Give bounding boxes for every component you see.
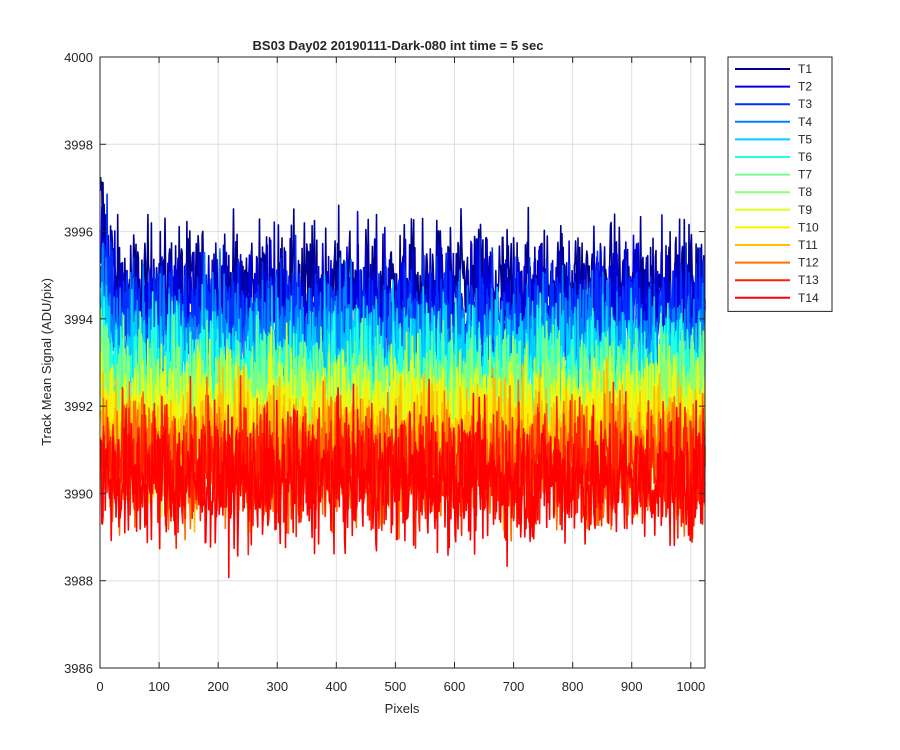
series-line-t14: [99, 383, 706, 579]
plot-area: [99, 176, 706, 579]
x-tick-label: 700: [503, 679, 525, 694]
legend-label-t13: T13: [798, 273, 819, 287]
legend-label-t2: T2: [798, 80, 812, 94]
x-tick-label: 600: [444, 679, 466, 694]
axes-box: [99, 56, 706, 669]
legend-label-t7: T7: [798, 168, 812, 182]
x-tick-label: 900: [621, 679, 643, 694]
x-tick-label: 800: [562, 679, 584, 694]
x-tick-label: 0: [96, 679, 103, 694]
legend-label-t4: T4: [798, 115, 812, 129]
x-tick-label: 100: [148, 679, 170, 694]
x-axis-label: Pixels: [385, 701, 420, 716]
legend-label-t3: T3: [798, 97, 812, 111]
y-tick-label: 3990: [64, 486, 93, 501]
legend-label-t11: T11: [798, 238, 818, 252]
legend-label-t5: T5: [798, 132, 812, 146]
x-tick-label: 300: [266, 679, 288, 694]
legend-label-t14: T14: [798, 291, 819, 305]
legend-label-t6: T6: [798, 150, 812, 164]
y-tick-label: 3992: [64, 399, 93, 414]
y-axis-label: Track Mean Signal (ADU/pix): [39, 278, 54, 446]
x-tick-label: 200: [207, 679, 229, 694]
x-tick-label: 1000: [676, 679, 705, 694]
y-tick-label: 4000: [64, 50, 93, 65]
y-tick-label: 3996: [64, 225, 93, 240]
legend-label-t10: T10: [798, 220, 819, 234]
legend-label-t9: T9: [798, 203, 812, 217]
y-tick-label: 3998: [64, 137, 93, 152]
legend-label-t8: T8: [798, 185, 812, 199]
legend-label-t1: T1: [798, 62, 812, 76]
y-tick-label: 3994: [64, 312, 93, 327]
y-tick-label: 3986: [64, 661, 93, 676]
legend-label-t12: T12: [798, 256, 819, 270]
legend: T1 T2 T3 T4 T5 T6 T7 T8 T9 T10 T11 T12 T13 T14: [727, 56, 833, 312]
x-tick-label: 400: [325, 679, 347, 694]
y-tick-label: 3988: [64, 574, 93, 589]
chart-title: BS03 Day02 20190111-Dark-080 int time = …: [253, 38, 544, 53]
legend-box: [727, 56, 833, 312]
axis-ticks: 0 100 200 300 400 500 600 700 800 900 1000 3986 3988…: [64, 50, 705, 694]
x-tick-label: 500: [385, 679, 407, 694]
